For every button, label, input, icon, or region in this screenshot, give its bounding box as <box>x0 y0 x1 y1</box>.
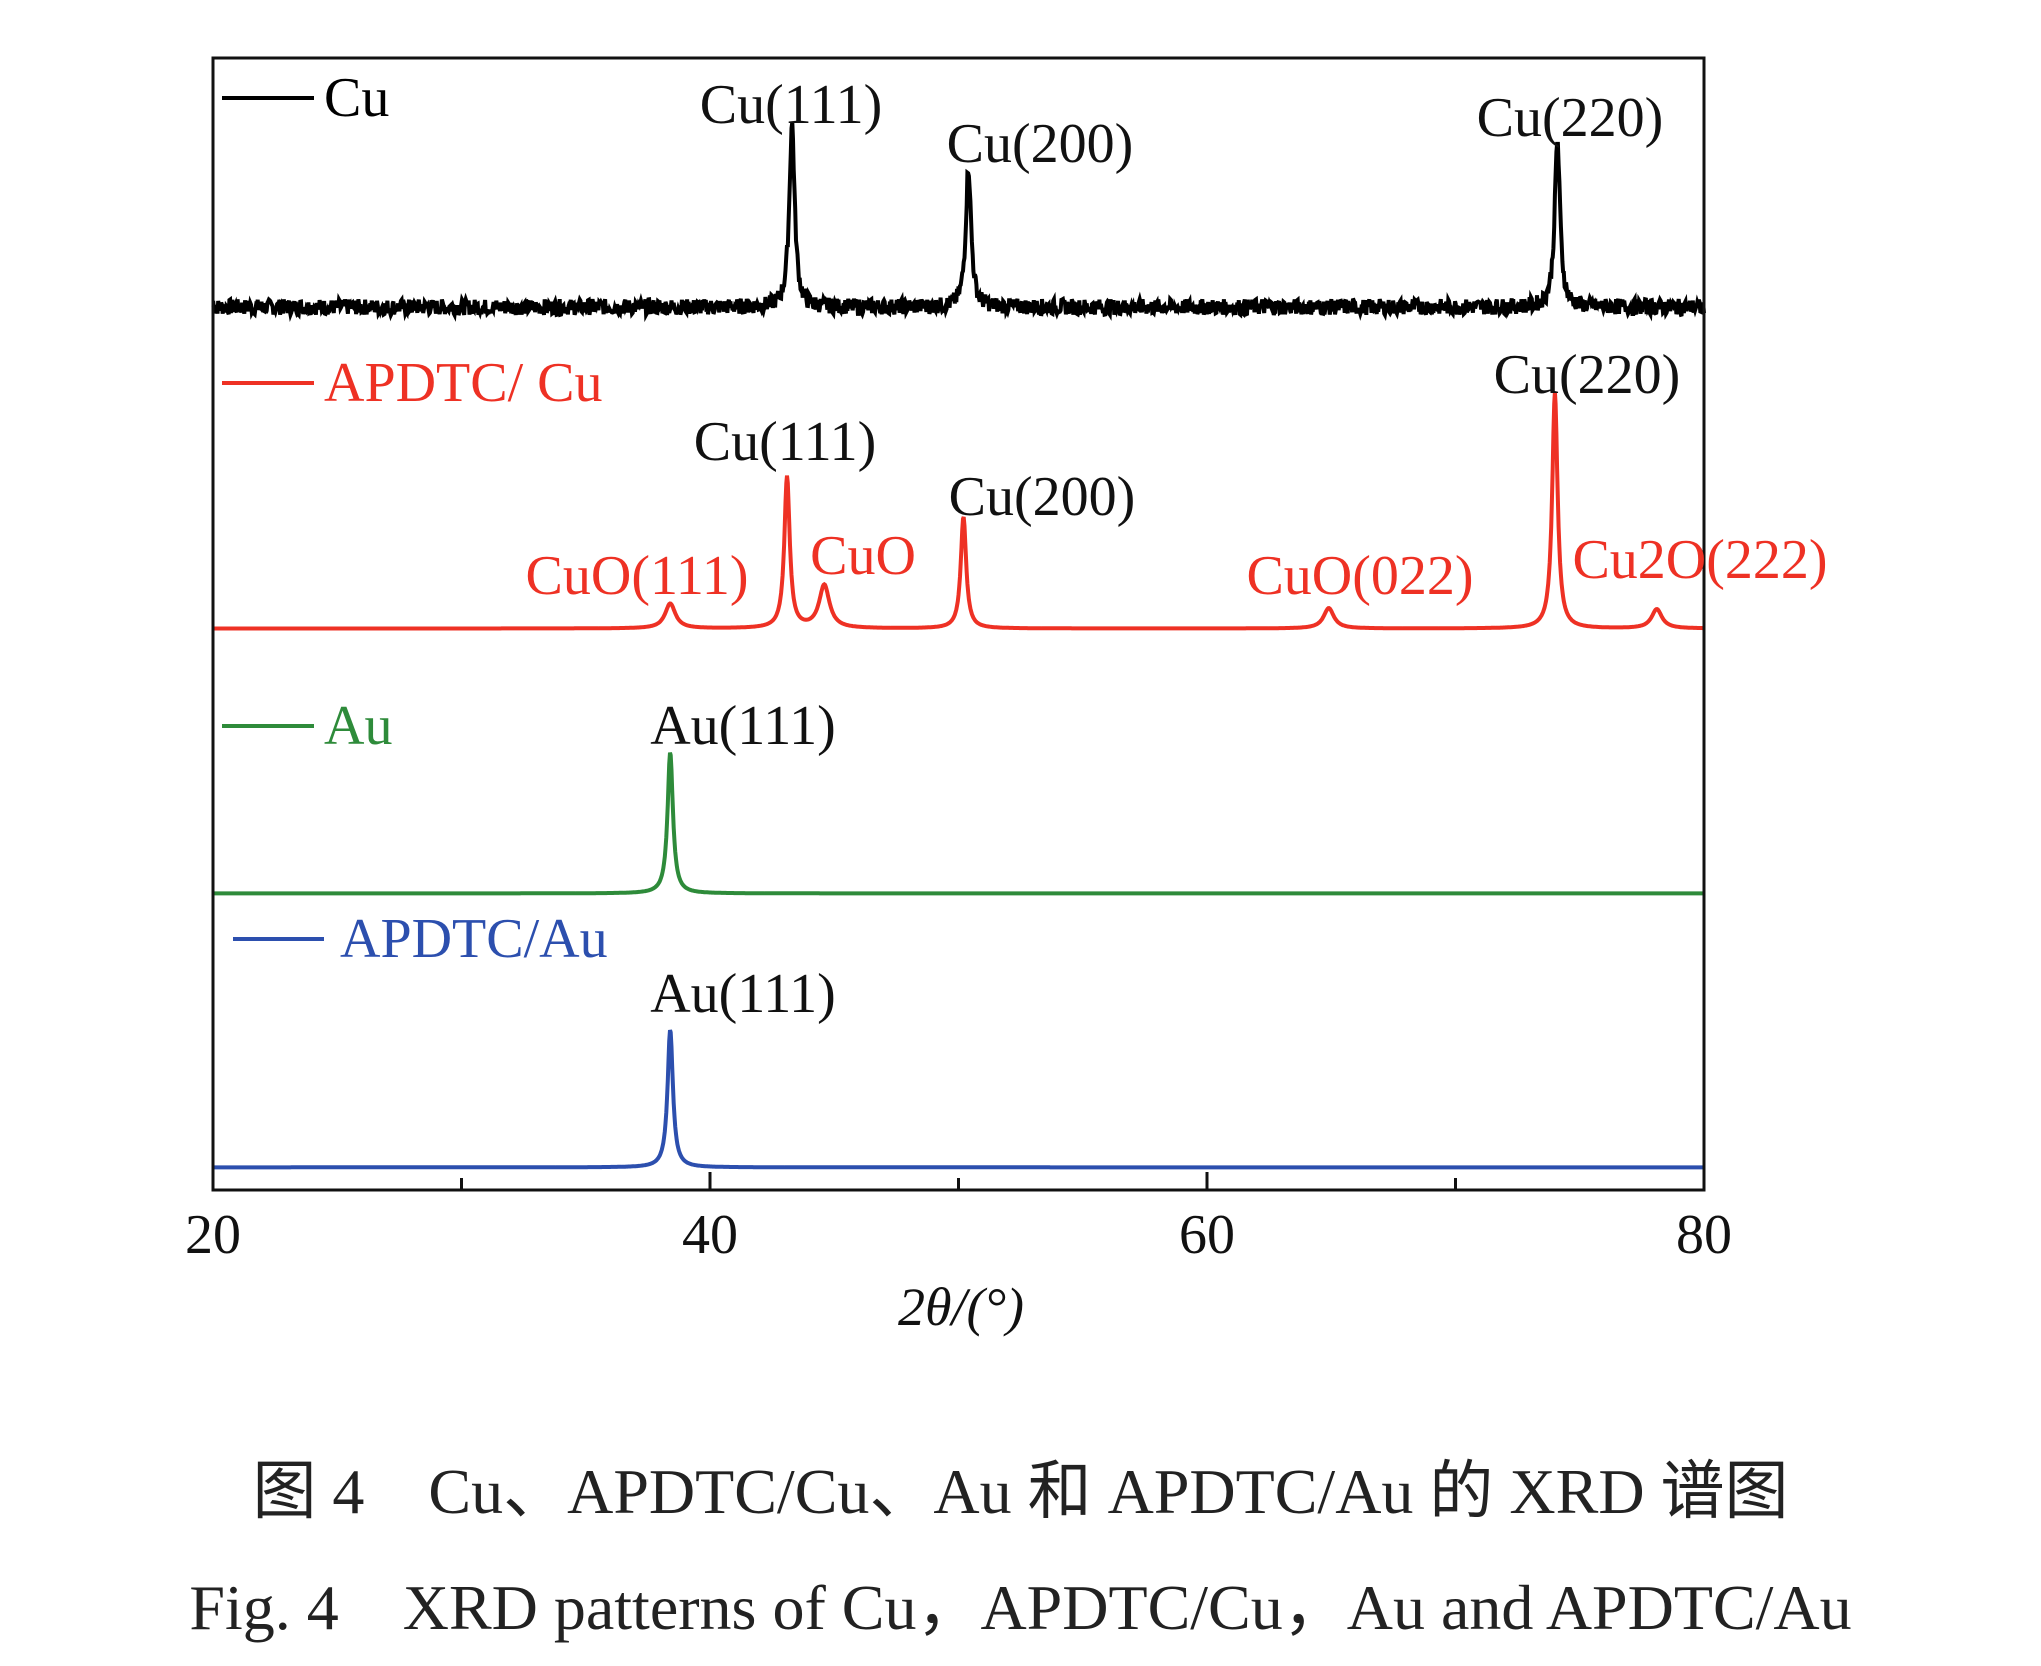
caption-chinese: 图 4 Cu、APDTC/Cu、Au 和 APDTC/Au 的 XRD 谱图 <box>252 1456 1789 1527</box>
plot-frame <box>211 56 1706 1192</box>
peak-label: Cu(200) <box>947 113 1134 175</box>
peak-label: Cu(220) <box>1477 87 1664 149</box>
series-line-3 <box>213 1029 1704 1170</box>
legend-label: Cu <box>324 67 389 129</box>
series-line-2 <box>213 752 1704 896</box>
peak-label: Cu(200) <box>949 466 1136 528</box>
peak-label: Cu(111) <box>694 411 877 473</box>
legend-label: Au <box>324 695 392 757</box>
series-line-1 <box>213 391 1704 631</box>
peak-label: Au(111) <box>650 695 836 757</box>
legend-label: APDTC/ Cu <box>324 352 603 414</box>
peak-label: Cu(220) <box>1494 344 1681 406</box>
x-tick-label: 80 <box>1676 1204 1732 1266</box>
x-axis-label: 2θ/(°) <box>898 1277 1024 1337</box>
peak-label: Cu(111) <box>700 74 883 136</box>
peak-label: Au(111) <box>650 963 836 1025</box>
x-tick-label: 60 <box>1179 1204 1235 1266</box>
peak-label: CuO(022) <box>1246 545 1473 607</box>
x-tick-label: 20 <box>185 1204 241 1266</box>
series-line-0 <box>211 121 1706 323</box>
caption-english: Fig. 4 XRD patterns of Cu，APDTC/Cu，Au an… <box>189 1572 1852 1643</box>
peak-label: CuO <box>810 525 916 587</box>
legend-label: APDTC/Au <box>340 908 608 970</box>
peak-label: Cu2O(222) <box>1572 529 1827 591</box>
peak-label: CuO(111) <box>526 545 749 607</box>
x-tick-label: 40 <box>682 1204 738 1266</box>
